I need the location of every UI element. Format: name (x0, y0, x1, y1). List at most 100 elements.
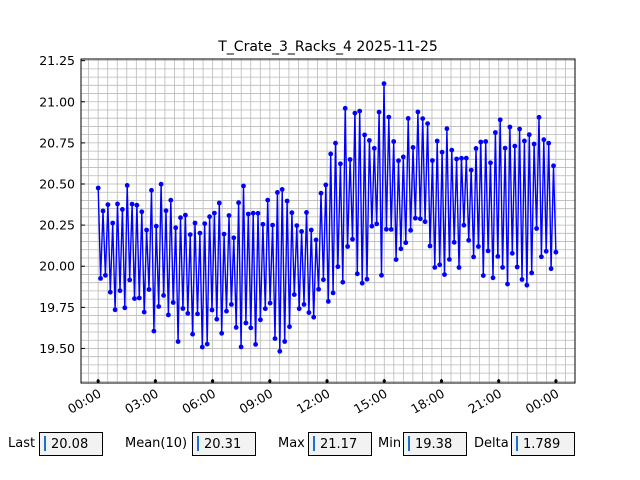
series-point (539, 254, 544, 260)
stat-max-field[interactable]: 21.17 (308, 432, 372, 456)
series-point (209, 307, 215, 313)
x-tick-label: 09:00 (237, 386, 276, 417)
x-tick-dot (497, 379, 501, 383)
series-point (318, 190, 324, 196)
text-cursor (408, 436, 410, 451)
text-cursor (313, 436, 315, 451)
series-point (134, 202, 140, 208)
series-point (316, 286, 321, 292)
stat-min-field[interactable]: 19.38 (403, 432, 467, 456)
series-point (231, 235, 237, 241)
series-point (139, 209, 145, 215)
y-tick-label: 20.25 (39, 218, 75, 233)
series-point (425, 121, 430, 126)
x-tick-dot (211, 379, 215, 383)
series-point (173, 225, 179, 231)
series-point (434, 138, 440, 144)
series-point (461, 222, 467, 228)
chart-title: T_Crate_3_Racks_4 2025-11-25 (217, 39, 438, 55)
series-point (473, 146, 479, 151)
y-tick-label: 20.00 (39, 259, 75, 274)
x-tick-dot (554, 379, 558, 383)
series-point (514, 264, 520, 270)
stat-last-value: 20.08 (51, 437, 89, 452)
series-point (345, 244, 350, 249)
series-point (374, 221, 380, 227)
series-point (444, 126, 450, 132)
stat-last-field[interactable]: 20.08 (39, 432, 103, 456)
series-point (338, 161, 343, 167)
x-tick-label: 12:00 (294, 386, 333, 417)
series-point (449, 147, 455, 153)
series-point (180, 306, 186, 311)
series-point (379, 272, 384, 278)
series-point (405, 116, 411, 121)
series-point (245, 211, 251, 217)
series-point (427, 243, 433, 249)
series-point (146, 287, 152, 292)
series-point (408, 227, 413, 233)
series-point (270, 222, 275, 228)
series-point (122, 305, 128, 311)
series-point (381, 81, 387, 86)
series-point (168, 197, 174, 203)
series-point (517, 126, 522, 132)
stat-mean-value: 20.31 (204, 437, 242, 452)
series-point (536, 114, 542, 120)
series-point (330, 290, 336, 296)
series-point (447, 257, 452, 262)
stat-mean-field[interactable]: 20.31 (192, 432, 256, 456)
series-point (459, 155, 464, 161)
series-point (253, 342, 258, 347)
series-point (495, 254, 501, 259)
stat-min-label: Min (378, 436, 402, 451)
series-point (224, 308, 229, 314)
series-point (454, 156, 459, 162)
series-point (403, 240, 409, 246)
series-point (507, 124, 513, 130)
series-point (551, 163, 556, 169)
series-point (304, 210, 309, 215)
series-point (95, 185, 101, 191)
series-point (248, 325, 254, 331)
x-tick-label: 00:00 (523, 386, 562, 417)
series-point (294, 223, 300, 229)
series-point (197, 230, 203, 236)
series-point (296, 306, 302, 312)
series-point (522, 138, 527, 144)
series-point (505, 281, 510, 287)
series-line (97, 83, 557, 352)
y-tick-label: 20.75 (39, 135, 75, 150)
x-tick-label: 18:00 (408, 386, 447, 417)
stat-delta-label: Delta (474, 436, 509, 451)
series-point (115, 201, 120, 207)
series-point (417, 216, 423, 222)
series-point (393, 257, 399, 262)
series-point (255, 210, 261, 216)
series-point (386, 114, 392, 120)
series-point (192, 220, 198, 226)
series-point (107, 289, 113, 295)
series-point (485, 248, 491, 254)
series-point (543, 248, 549, 254)
series-point (275, 190, 280, 195)
stat-delta-field[interactable]: 1.789 (511, 432, 575, 456)
series-point (335, 264, 341, 270)
series-point (236, 200, 242, 206)
series-point (546, 140, 552, 146)
series-point (243, 320, 249, 326)
series-point (277, 348, 283, 354)
series-point (195, 311, 200, 317)
series-point (500, 265, 505, 270)
series-point (98, 276, 103, 281)
series-point (103, 272, 108, 278)
series-point (333, 140, 338, 146)
series-point (347, 157, 353, 162)
series-point (359, 280, 365, 286)
line-chart: T_Crate_3_Racks_4 2025-11-25 19.50 19.75 2… (39, 39, 576, 417)
series-point (202, 221, 208, 227)
series-point (163, 208, 169, 214)
x-tick-label: 00:00 (65, 386, 104, 417)
x-tick-label: 21:00 (466, 386, 505, 417)
series-point (204, 341, 210, 347)
